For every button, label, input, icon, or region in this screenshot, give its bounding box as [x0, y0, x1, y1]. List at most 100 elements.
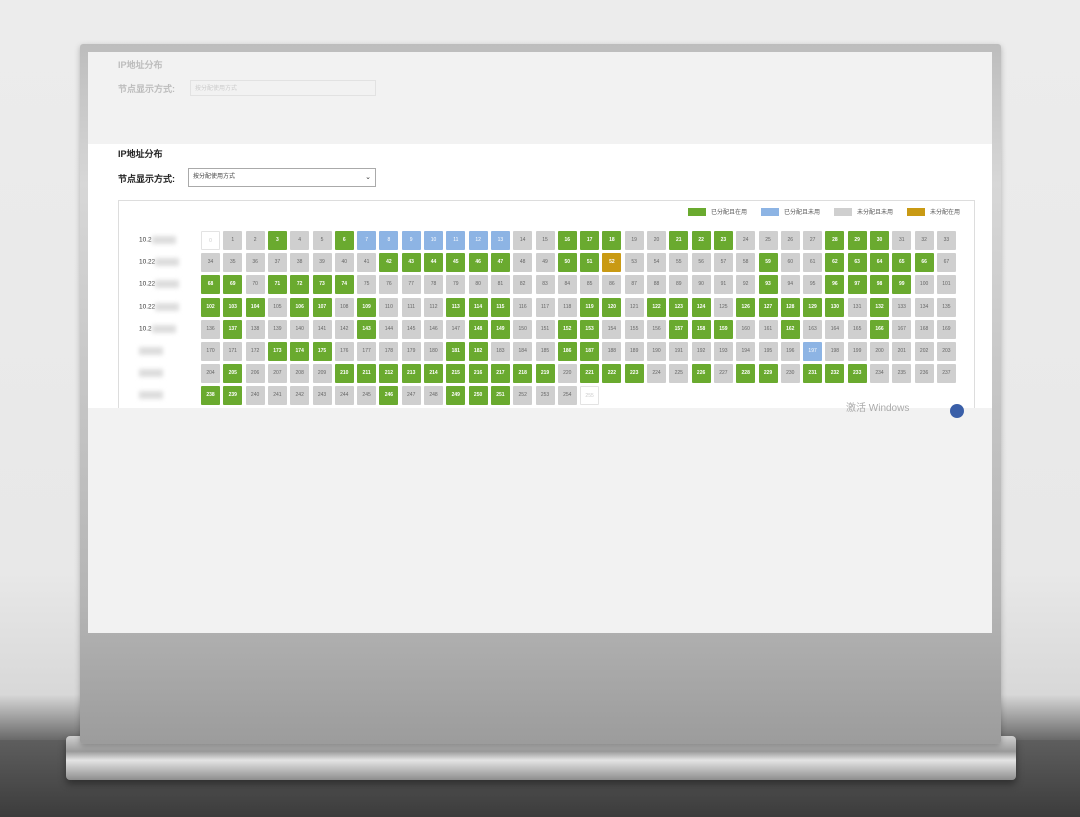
ip-cell[interactable]: 67 [936, 253, 956, 273]
ip-cell[interactable]: 0 [201, 231, 220, 250]
ip-cell[interactable]: 60 [780, 253, 800, 273]
ip-cell[interactable]: 2 [245, 231, 265, 250]
ip-cell[interactable]: 127 [758, 297, 778, 317]
ip-cell[interactable]: 216 [468, 364, 488, 384]
ip-cell[interactable]: 176 [334, 342, 354, 361]
ip-cell[interactable]: 98 [870, 275, 889, 295]
ip-cell[interactable]: 206 [245, 364, 265, 384]
ip-cell[interactable]: 18 [602, 231, 622, 250]
ip-cell[interactable]: 108 [334, 297, 354, 317]
ip-cell[interactable]: 183 [490, 342, 510, 361]
ip-cell[interactable]: 73 [312, 275, 332, 295]
ip-cell[interactable]: 250 [468, 386, 488, 406]
ip-cell[interactable]: 208 [290, 364, 310, 384]
ip-cell[interactable]: 166 [870, 319, 889, 339]
ip-cell[interactable]: 161 [758, 319, 778, 339]
ip-cell[interactable]: 31 [892, 231, 912, 250]
ip-cell[interactable]: 14 [513, 231, 533, 250]
ip-cell[interactable]: 203 [936, 342, 956, 361]
ip-cell[interactable]: 205 [223, 364, 243, 384]
ip-cell[interactable]: 235 [892, 364, 912, 384]
ip-cell[interactable]: 26 [780, 231, 800, 250]
ip-cell[interactable]: 177 [357, 342, 377, 361]
ip-cell[interactable]: 171 [223, 342, 243, 361]
ip-cell[interactable]: 242 [290, 386, 310, 406]
ip-cell[interactable]: 3 [267, 231, 287, 250]
ip-cell[interactable]: 211 [357, 364, 377, 384]
ip-cell[interactable]: 146 [424, 319, 443, 339]
ip-cell[interactable]: 39 [312, 253, 332, 273]
ip-cell[interactable]: 251 [490, 386, 510, 406]
ip-cell[interactable]: 28 [825, 231, 845, 250]
ip-cell[interactable]: 230 [780, 364, 800, 384]
ip-cell[interactable]: 129 [803, 297, 823, 317]
ip-cell[interactable]: 16 [557, 231, 577, 250]
ip-cell[interactable]: 78 [424, 275, 443, 295]
ip-cell[interactable]: 13 [490, 231, 510, 250]
ip-cell[interactable]: 36 [245, 253, 265, 273]
ip-cell[interactable]: 134 [914, 297, 934, 317]
ip-cell[interactable]: 61 [803, 253, 823, 273]
ip-cell[interactable]: 189 [624, 342, 644, 361]
ip-cell[interactable]: 80 [468, 275, 488, 295]
ip-cell[interactable]: 76 [379, 275, 399, 295]
ip-cell[interactable]: 47 [490, 253, 510, 273]
ip-cell[interactable]: 220 [557, 364, 577, 384]
ip-cell[interactable]: 173 [267, 342, 287, 361]
ip-cell[interactable]: 201 [892, 342, 912, 361]
ip-cell[interactable]: 1 [223, 231, 243, 250]
ip-cell[interactable]: 193 [713, 342, 733, 361]
ip-cell[interactable]: 96 [825, 275, 845, 295]
ip-cell[interactable]: 114 [468, 297, 488, 317]
ip-cell[interactable]: 10 [424, 231, 443, 250]
ip-cell[interactable]: 155 [624, 319, 644, 339]
ip-cell[interactable]: 4 [290, 231, 310, 250]
ip-cell[interactable]: 225 [669, 364, 689, 384]
ip-cell[interactable]: 224 [647, 364, 666, 384]
ip-cell[interactable]: 101 [936, 275, 956, 295]
ip-cell[interactable]: 119 [580, 297, 600, 317]
ip-cell[interactable]: 92 [736, 275, 756, 295]
ip-cell[interactable]: 247 [401, 386, 421, 406]
ip-cell[interactable]: 50 [557, 253, 577, 273]
ip-cell[interactable]: 148 [468, 319, 488, 339]
ip-cell[interactable]: 122 [647, 297, 666, 317]
ip-cell[interactable]: 229 [758, 364, 778, 384]
ip-cell[interactable]: 133 [892, 297, 912, 317]
ip-cell[interactable]: 55 [669, 253, 689, 273]
ip-cell[interactable]: 210 [334, 364, 354, 384]
ip-cell[interactable]: 191 [669, 342, 689, 361]
display-mode-select[interactable]: 按分配使用方式 ⌄ [188, 168, 376, 187]
ip-cell[interactable]: 68 [201, 275, 220, 295]
ip-cell[interactable]: 243 [312, 386, 332, 406]
ip-cell[interactable]: 51 [580, 253, 600, 273]
ip-cell[interactable]: 181 [446, 342, 466, 361]
ip-cell[interactable]: 153 [580, 319, 600, 339]
ip-cell[interactable]: 91 [713, 275, 733, 295]
ip-cell[interactable]: 218 [513, 364, 533, 384]
ip-cell[interactable]: 198 [825, 342, 845, 361]
ip-cell[interactable]: 44 [424, 253, 443, 273]
ip-cell[interactable]: 149 [490, 319, 510, 339]
ip-cell[interactable]: 87 [624, 275, 644, 295]
ip-cell[interactable]: 213 [401, 364, 421, 384]
ip-cell[interactable]: 186 [557, 342, 577, 361]
ip-cell[interactable]: 37 [267, 253, 287, 273]
ip-cell[interactable]: 207 [267, 364, 287, 384]
ip-cell[interactable]: 93 [758, 275, 778, 295]
ip-cell[interactable]: 255 [580, 386, 600, 406]
ip-cell[interactable]: 58 [736, 253, 756, 273]
ip-cell[interactable]: 194 [736, 342, 756, 361]
ip-cell[interactable]: 54 [647, 253, 666, 273]
ip-cell[interactable]: 111 [401, 297, 421, 317]
ip-cell[interactable]: 223 [624, 364, 644, 384]
ip-cell[interactable]: 113 [446, 297, 466, 317]
ip-cell[interactable]: 136 [201, 319, 220, 339]
ip-cell[interactable]: 156 [647, 319, 666, 339]
ip-cell[interactable]: 5 [312, 231, 332, 250]
ip-cell[interactable]: 162 [780, 319, 800, 339]
ip-cell[interactable]: 159 [713, 319, 733, 339]
ip-cell[interactable]: 123 [669, 297, 689, 317]
ip-cell[interactable]: 89 [669, 275, 689, 295]
ip-cell[interactable]: 64 [870, 253, 889, 273]
